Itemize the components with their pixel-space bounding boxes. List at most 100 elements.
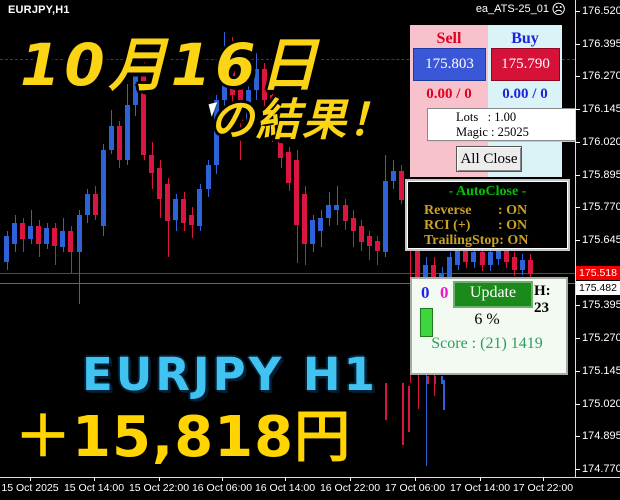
time-axis-tick [222, 477, 223, 481]
autoclose-row-value: : ON [498, 218, 528, 233]
ea-name-label: ea_ATS-25_01 [475, 3, 549, 15]
candle [125, 105, 130, 160]
candle [359, 226, 364, 242]
price-axis-label: 176.270 [582, 70, 620, 82]
price-axis-tick [575, 207, 580, 208]
time-axis-label: 16 Oct 06:00 [191, 482, 253, 494]
candle [12, 223, 17, 244]
progress-bar [420, 308, 433, 337]
magic-line: Magic : 25025 [456, 125, 529, 139]
candle [375, 241, 380, 251]
candle [44, 228, 49, 244]
time-axis-label: 17 Oct 22:00 [512, 482, 574, 494]
candle [214, 100, 219, 165]
candle [68, 231, 73, 252]
ask-price-line [0, 273, 575, 274]
candle [310, 220, 315, 244]
trade-marker [402, 383, 404, 445]
price-axis-label: 175.145 [582, 365, 620, 377]
score-label: Score : (21) 1419 [431, 335, 543, 352]
time-axis-tick [480, 477, 481, 481]
time-axis-label: 16 Oct 14:00 [254, 482, 316, 494]
candle [28, 226, 33, 239]
candle [36, 226, 41, 244]
time-axis-label: 15 Oct 2025 [1, 482, 59, 494]
candle [246, 90, 251, 121]
sad-face-icon[interactable]: ☹ [551, 1, 566, 17]
candle [447, 257, 452, 278]
bid-price-line [0, 283, 575, 284]
candle [520, 260, 525, 270]
buy-label: Buy [511, 30, 539, 47]
price-axis-label: 175.395 [582, 299, 620, 311]
candle [455, 249, 460, 265]
candle [294, 160, 299, 225]
current-bid-tag: 175.482 [576, 281, 620, 295]
price-axis-label: 175.895 [582, 169, 620, 181]
price-axis-tick [575, 305, 580, 306]
candle [302, 194, 307, 244]
price-axis-label: 174.895 [582, 430, 620, 442]
candle [117, 126, 122, 160]
autoclose-row: TrailingStop: ON [424, 233, 554, 249]
price-axis-tick [575, 240, 580, 241]
autoclose-row-value: : ON [499, 233, 529, 248]
autoclose-title: - AutoClose - [448, 184, 527, 199]
trade-panel: Sell Buy 175.803 175.790 0.00 / 0 0.00 /… [410, 25, 580, 177]
candle [399, 171, 404, 200]
candle-wick [79, 210, 80, 304]
price-axis-label: 176.520 [582, 5, 620, 17]
lots-line: Lots : 1.00 [456, 110, 517, 124]
h-counter: H: 23 [534, 283, 551, 316]
buy-price-button[interactable]: 175.790 [491, 48, 560, 81]
candle [504, 249, 509, 262]
time-axis-label: 16 Oct 22:00 [319, 482, 381, 494]
price-axis-background [576, 0, 620, 477]
update-panel: 0 0 Update H: 23 6 % Score : (21) 1419 [410, 277, 568, 375]
candle [230, 53, 235, 95]
update-button[interactable]: Update [453, 281, 533, 308]
time-axis-tick [159, 477, 160, 481]
candle [52, 228, 57, 246]
percent-label: 6 % [474, 311, 500, 328]
candle [85, 194, 90, 215]
sell-price-button[interactable]: 175.803 [413, 48, 486, 81]
candle [238, 82, 243, 121]
all-close-button[interactable]: All Close [456, 146, 522, 172]
caption-date: 10月16日 [20, 31, 322, 99]
candle [367, 236, 372, 246]
trade-marker [443, 380, 445, 410]
chart-symbol-label: EURJPY,H1 [8, 4, 70, 16]
candle [197, 189, 202, 226]
candle [101, 150, 106, 226]
price-axis-label: 175.645 [582, 234, 620, 246]
candle [318, 218, 323, 231]
caption-result: の結果！ [210, 95, 394, 146]
price-axis-tick [575, 469, 580, 470]
candle [157, 168, 162, 199]
price-axis-tick [575, 371, 580, 372]
candle [286, 152, 291, 183]
price-axis-tick [575, 109, 580, 110]
price-axis-tick [575, 175, 580, 176]
candle [60, 231, 65, 247]
time-axis-line [0, 477, 620, 478]
time-axis-tick [30, 477, 31, 481]
counter-magenta: 0 [440, 283, 449, 302]
autoclose-panel: - AutoClose - Reverse: ON RCI (+): ON Trai… [405, 179, 570, 251]
candle [222, 53, 227, 100]
trade-marker [434, 376, 436, 384]
counter-blue: 0 [421, 283, 430, 302]
candle [391, 171, 396, 181]
candle [488, 252, 493, 265]
price-axis-tick [575, 404, 580, 405]
indicator-level-line [0, 59, 575, 60]
candle [496, 249, 501, 259]
candle [326, 205, 331, 218]
candle [480, 252, 485, 265]
trade-marker [385, 383, 387, 420]
caption-profit: ＋15,818円 [15, 405, 352, 470]
candle [512, 257, 517, 270]
price-axis-label: 175.270 [582, 332, 620, 344]
trade-marker [427, 376, 429, 384]
